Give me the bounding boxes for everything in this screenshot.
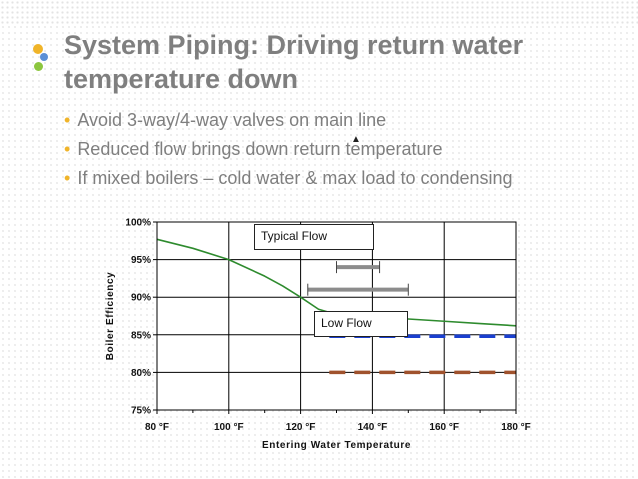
- x-tick-label: 160 °F: [429, 422, 459, 433]
- series-line-0: [156, 238, 517, 327]
- y-tick-label: 95%: [131, 255, 151, 266]
- x-tick-label: 140 °F: [358, 422, 388, 433]
- x-axis-title: Entering Water Temperature: [262, 440, 411, 451]
- mouse-cursor-icon: ▲: [351, 134, 361, 145]
- slide-title: System Piping: Driving return water temp…: [64, 30, 524, 94]
- bullet-marker: •: [64, 110, 71, 130]
- y-tick-label: 75%: [131, 406, 151, 417]
- y-axis-title: Boiler Efficiency: [105, 272, 116, 361]
- logo-dot-orange: [33, 44, 43, 54]
- header-band: [0, 0, 638, 26]
- x-tick-label: 80 °F: [145, 422, 169, 433]
- y-tick-label: 85%: [131, 330, 151, 341]
- bullet-marker: •: [64, 139, 71, 159]
- bullet-marker: •: [64, 168, 71, 188]
- annotation-low-flow: Low Flow: [314, 311, 408, 337]
- bullet-text: Reduced flow brings down return temperat…: [77, 139, 443, 159]
- y-tick-label: 100%: [125, 218, 151, 229]
- y-tick-label: 80%: [131, 368, 151, 379]
- logo-dot-blue: [40, 53, 48, 61]
- plot-border: [156, 221, 517, 411]
- bullet-text: If mixed boilers – cold water & max load…: [77, 168, 513, 188]
- x-tick-label: 120 °F: [286, 422, 316, 433]
- bullet-item: • Avoid 3-way/4-way valves on main line: [64, 106, 513, 135]
- x-tick-label: 180 °F: [501, 422, 531, 433]
- bullet-text: Avoid 3-way/4-way valves on main line: [77, 110, 387, 130]
- bullet-item: • If mixed boilers – cold water & max loa…: [64, 164, 513, 193]
- y-tick-label: 90%: [131, 293, 151, 304]
- annotation-typical-flow: Typical Flow: [254, 224, 374, 250]
- bullet-list: • Avoid 3-way/4-way valves on main line •…: [64, 106, 513, 193]
- x-tick-label: 100 °F: [214, 422, 244, 433]
- bullet-item: • Reduced flow brings down return tempera…: [64, 135, 513, 164]
- logo-dot-green: [34, 62, 43, 71]
